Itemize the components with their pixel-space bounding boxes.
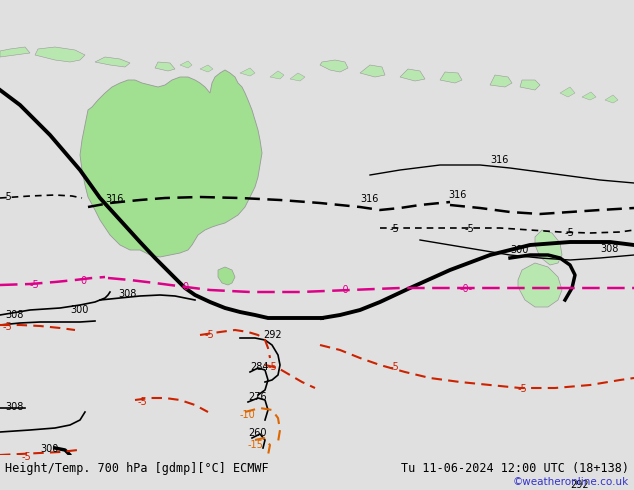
- Text: 308: 308: [5, 402, 23, 412]
- Text: 292: 292: [570, 480, 588, 490]
- Text: 300: 300: [40, 444, 58, 454]
- Text: -5: -5: [3, 192, 13, 202]
- Text: Tu 11-06-2024 12:00 UTC (18+138): Tu 11-06-2024 12:00 UTC (18+138): [401, 462, 629, 474]
- Polygon shape: [200, 65, 213, 72]
- Text: -5: -5: [30, 280, 40, 290]
- Text: 260: 260: [248, 428, 266, 438]
- Text: -5: -5: [565, 228, 575, 238]
- Polygon shape: [440, 72, 462, 83]
- Text: -5: -5: [465, 224, 475, 234]
- Text: -15: -15: [248, 440, 264, 450]
- Text: 316: 316: [490, 155, 508, 165]
- Text: 0: 0: [80, 276, 86, 286]
- Polygon shape: [518, 263, 562, 307]
- Text: 308: 308: [118, 289, 136, 299]
- Text: 308: 308: [5, 310, 23, 320]
- Text: 292: 292: [263, 330, 281, 340]
- Polygon shape: [560, 87, 575, 97]
- Polygon shape: [520, 80, 540, 90]
- Text: -0-: -0-: [460, 284, 473, 294]
- Text: -0: -0: [340, 285, 349, 295]
- Polygon shape: [400, 69, 425, 81]
- Text: Height/Temp. 700 hPa [gdmp][°C] ECMWF: Height/Temp. 700 hPa [gdmp][°C] ECMWF: [5, 462, 269, 474]
- Polygon shape: [320, 60, 348, 72]
- Text: 316: 316: [448, 190, 467, 200]
- Polygon shape: [0, 47, 30, 57]
- Text: -5: -5: [22, 452, 32, 462]
- Text: 316: 316: [360, 194, 378, 204]
- Text: -5: -5: [390, 362, 400, 372]
- Text: 300: 300: [70, 305, 88, 315]
- Text: 284: 284: [250, 362, 269, 372]
- Text: ©weatheronline.co.uk: ©weatheronline.co.uk: [513, 477, 629, 487]
- Polygon shape: [490, 75, 512, 87]
- Polygon shape: [218, 267, 235, 285]
- Polygon shape: [155, 62, 175, 71]
- Polygon shape: [360, 65, 385, 77]
- Polygon shape: [290, 73, 305, 81]
- Polygon shape: [35, 47, 85, 62]
- Text: 300: 300: [510, 245, 528, 255]
- Polygon shape: [605, 95, 618, 103]
- Text: -5: -5: [138, 397, 148, 407]
- Polygon shape: [240, 68, 255, 76]
- Text: -10: -10: [240, 410, 256, 420]
- Text: -5: -5: [390, 224, 400, 234]
- Text: 308: 308: [600, 244, 618, 254]
- Polygon shape: [582, 92, 596, 100]
- Polygon shape: [535, 230, 562, 265]
- Text: 316: 316: [105, 194, 124, 204]
- Polygon shape: [95, 57, 130, 67]
- Text: -5: -5: [268, 362, 278, 372]
- Text: -5: -5: [518, 384, 527, 394]
- Polygon shape: [270, 71, 284, 79]
- Text: -5: -5: [205, 330, 215, 340]
- Polygon shape: [80, 70, 262, 257]
- Polygon shape: [180, 61, 192, 68]
- Text: -5: -5: [3, 322, 13, 332]
- Text: 276: 276: [248, 392, 267, 402]
- Text: 0: 0: [182, 282, 188, 292]
